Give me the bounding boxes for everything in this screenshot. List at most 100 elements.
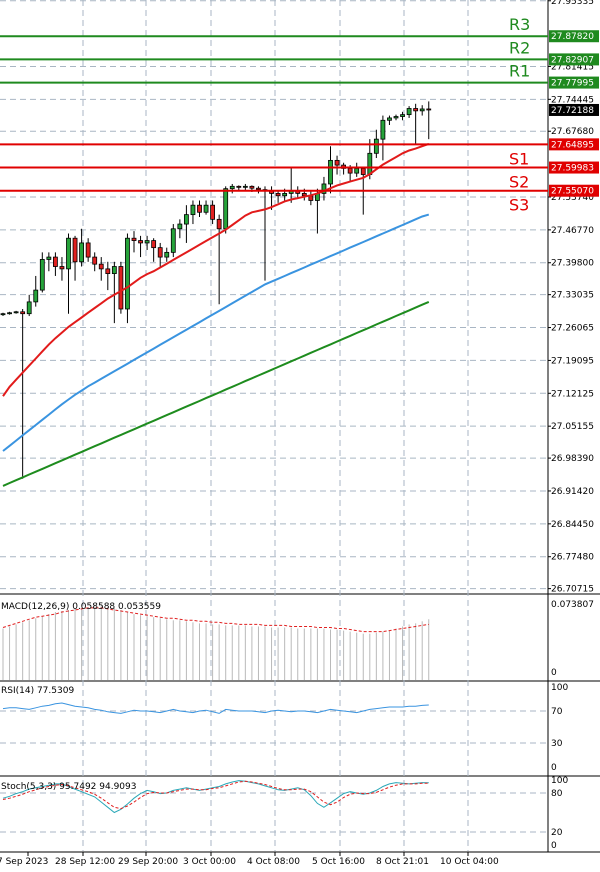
- price-tick-label: 26.84450: [551, 520, 594, 530]
- moving-average-blue: [2, 213, 430, 452]
- macd-label: MACD(12,26,9) 0.058588 0.053559: [1, 602, 161, 612]
- candle-body: [118, 266, 124, 310]
- candle-body: [282, 193, 288, 197]
- candle-body: [197, 204, 202, 213]
- candle-body: [210, 204, 216, 220]
- candle-body: [190, 204, 196, 216]
- candle-body: [354, 168, 360, 174]
- macd-axis-label: 0: [551, 668, 557, 678]
- candle: [393, 114, 399, 121]
- level-s1: S1 27.64895: [0, 138, 599, 168]
- candle: [0, 312, 6, 317]
- rsi-line: [2, 702, 429, 714]
- candle-body: [144, 240, 150, 244]
- candle-body: [373, 138, 379, 154]
- candle: [216, 214, 222, 305]
- level-name: R1: [509, 62, 530, 81]
- candle-body: [321, 183, 327, 194]
- candle-body: [105, 268, 111, 274]
- stoch-d-line: [2, 780, 429, 810]
- candle: [59, 257, 65, 281]
- candle: [20, 308, 26, 479]
- price-tick-label: 26.77480: [551, 553, 594, 563]
- candle-body: [223, 188, 229, 230]
- candle: [125, 233, 130, 324]
- candle-body: [177, 223, 183, 230]
- stoch-axis-label: 20: [551, 828, 563, 838]
- candle-body: [59, 266, 65, 270]
- candle: [190, 200, 196, 225]
- price-tick-label: 27.95335: [551, 0, 594, 7]
- candle: [321, 176, 327, 201]
- price-tick-label: 27.74445: [551, 95, 594, 105]
- candle-body: [183, 214, 189, 225]
- candle-body: [406, 108, 412, 116]
- candle: [98, 257, 104, 281]
- price-tick-label: 27.19095: [551, 356, 594, 366]
- candle: [85, 238, 91, 262]
- rsi-axis-label: 0: [551, 763, 557, 773]
- stoch-axis-label: 100: [551, 776, 568, 786]
- price-tick-label: 27.81415: [551, 62, 594, 72]
- candle: [66, 233, 71, 314]
- candle-body: [0, 313, 6, 316]
- candle-body: [387, 117, 392, 121]
- candle: [426, 101, 432, 140]
- candle: [79, 228, 84, 267]
- price-tick-label: 27.05155: [551, 422, 594, 432]
- candle: [144, 235, 150, 251]
- candle-body: [72, 237, 78, 263]
- level-price-label: 27.59983: [551, 164, 594, 174]
- level-r3: R3 27.87820: [0, 15, 599, 43]
- candle: [419, 105, 425, 116]
- price-tick-label: 27.33035: [551, 291, 594, 301]
- candle-body: [131, 237, 137, 241]
- candle: [7, 311, 12, 315]
- rsi-axis-label: 70: [551, 707, 563, 717]
- candle: [46, 252, 52, 272]
- candle-body: [13, 311, 19, 314]
- candle-body: [360, 168, 366, 175]
- candle: [406, 106, 412, 118]
- candle-body: [85, 242, 91, 258]
- candle-body: [229, 185, 235, 190]
- price-tick-label: 27.26065: [551, 324, 594, 334]
- candle-body: [413, 108, 419, 112]
- stoch-label: Stoch(5,3,3) 95.7492 94.9093: [1, 782, 136, 792]
- candle: [105, 261, 111, 291]
- candle: [157, 242, 163, 267]
- candle-body: [367, 152, 373, 175]
- candle-body: [380, 119, 386, 140]
- candle: [400, 111, 405, 121]
- level-price-label: 27.55070: [551, 187, 594, 197]
- level-price-label: 27.87820: [551, 32, 594, 42]
- candle: [151, 238, 157, 262]
- price-tick-label: 26.91420: [551, 487, 594, 497]
- candle: [164, 247, 170, 262]
- candle: [275, 191, 281, 203]
- level-s3: S3 27.55070: [0, 184, 599, 215]
- time-tick-label: 8 Oct 21:01: [376, 857, 429, 867]
- rsi-axis-label: 30: [551, 739, 563, 749]
- level-name: S3: [509, 196, 529, 215]
- candle-body: [151, 240, 157, 249]
- macd-axis-label: 0.073807: [551, 600, 594, 610]
- candle-body: [26, 301, 32, 315]
- candle: [229, 183, 235, 194]
- moving-average-red: [2, 142, 430, 397]
- candle-body: [111, 266, 117, 274]
- candle: [177, 219, 183, 239]
- level-price-label: 27.82907: [551, 55, 594, 65]
- candle-body: [393, 116, 399, 119]
- candle: [26, 294, 32, 317]
- price-tick-label: 26.98390: [551, 454, 594, 464]
- moving-average-green: [2, 300, 430, 487]
- level-r1: R1 27.77995: [0, 62, 599, 89]
- stoch-axis-label: 0: [551, 841, 557, 851]
- candle-body: [7, 312, 12, 315]
- level-price-tag: [549, 30, 599, 43]
- rsi-label: RSI(14) 77.5309: [1, 686, 74, 696]
- level-name: R2: [509, 38, 530, 57]
- time-tick-label: 7 Sep 2023: [0, 857, 48, 867]
